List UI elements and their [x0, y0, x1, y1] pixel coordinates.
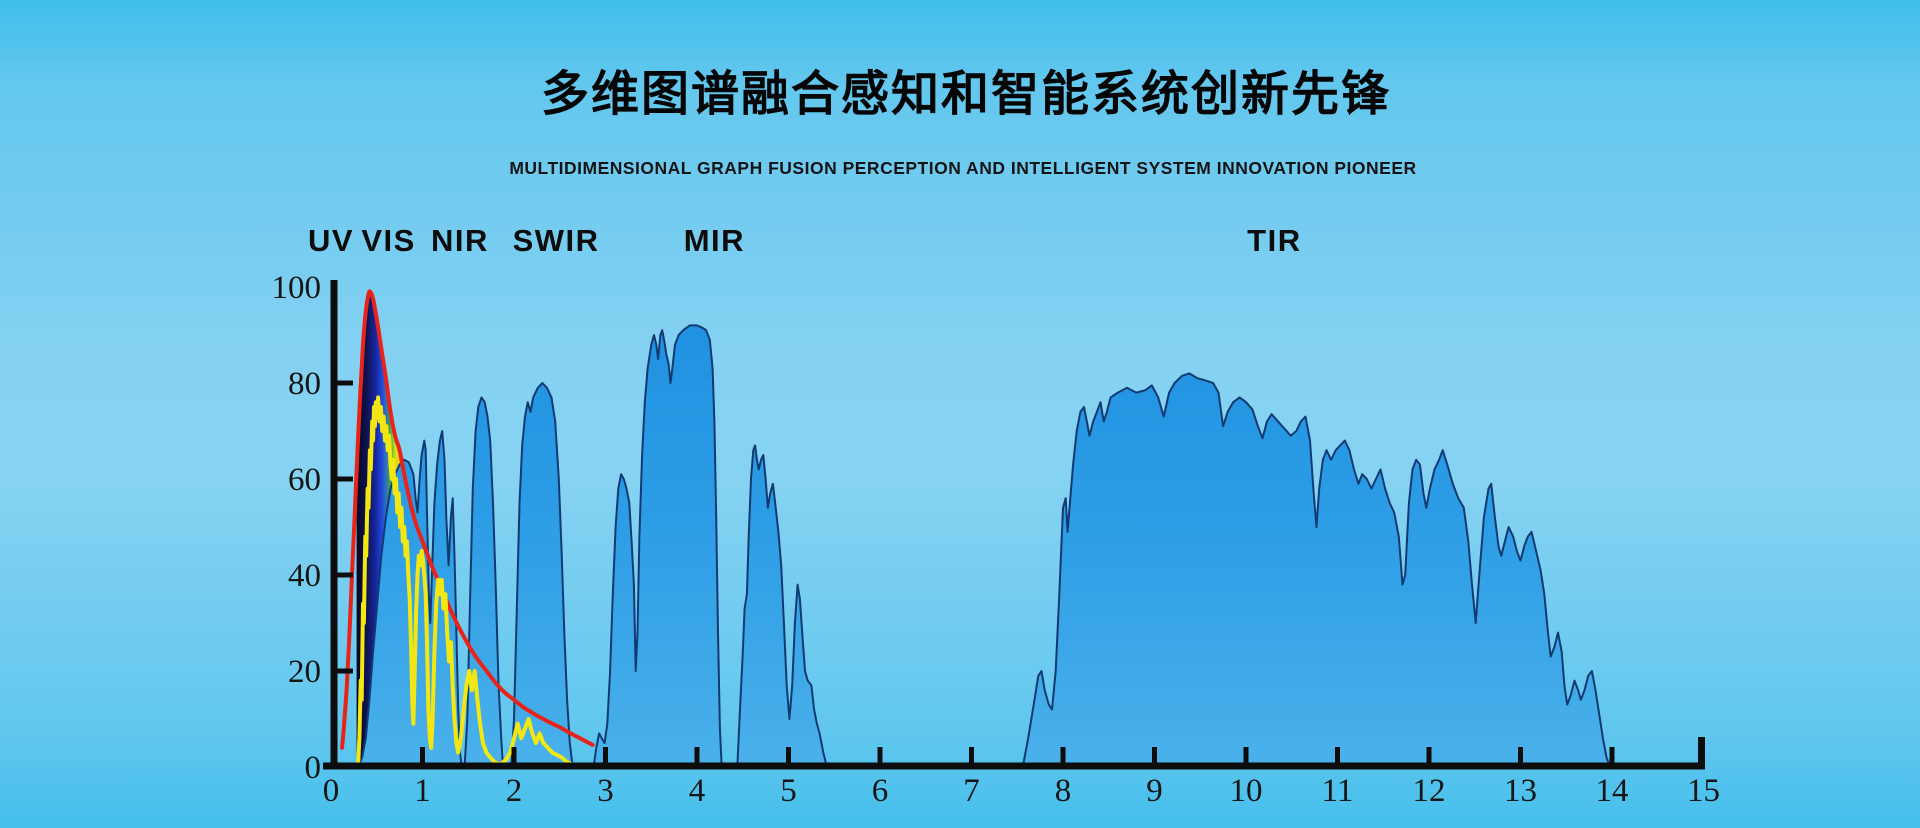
- y-tick-label: 0: [305, 750, 322, 786]
- x-tick-label: 9: [1146, 773, 1163, 809]
- y-tick-label: 40: [288, 558, 321, 594]
- x-tick-label: 2: [506, 773, 523, 809]
- x-tick-label: 0: [323, 773, 340, 809]
- spectral-band-labels: UV VIS NIR SWIR MIR TIR: [308, 223, 1301, 258]
- y-tick-label: 20: [288, 654, 321, 690]
- blackbody-curve: [340, 289, 595, 750]
- band-label-uv: UV: [308, 223, 354, 258]
- transmission-window-area: [463, 396, 504, 768]
- transmission-window-area: [736, 444, 828, 768]
- transmission-window-area: [1021, 372, 1612, 768]
- x-tick-label: 15: [1687, 773, 1720, 809]
- page-subtitle: MULTIDIMENSIONAL GRAPH FUSION PERCEPTION…: [509, 158, 1416, 178]
- y-tick-label: 60: [288, 462, 321, 498]
- x-tick-label: 13: [1504, 773, 1537, 809]
- x-tick-label: 5: [780, 773, 797, 809]
- band-label-tir: TIR: [1247, 223, 1301, 258]
- x-tick-label: 12: [1413, 773, 1446, 809]
- x-tick-label: 10: [1230, 773, 1263, 809]
- x-tick-label: 14: [1596, 773, 1629, 809]
- band-label-vis: VIS: [361, 223, 415, 258]
- transmission-window-area: [592, 324, 723, 768]
- transmission-window-area: [510, 382, 574, 768]
- band-label-swir: SWIR: [513, 223, 600, 258]
- chart-body: [340, 289, 1612, 769]
- y-tick-label: 100: [272, 270, 322, 306]
- x-tick-label: 11: [1322, 773, 1354, 809]
- x-tick-label: 1: [414, 773, 431, 809]
- page-title: 多维图谱融合感知和智能系统创新先锋: [541, 66, 1391, 122]
- x-tick-label: 3: [597, 773, 614, 809]
- x-tick-label: 8: [1055, 773, 1072, 809]
- x-tick-label: 4: [689, 773, 706, 809]
- band-label-nir: NIR: [431, 223, 489, 258]
- y-tick-label: 80: [288, 366, 321, 402]
- x-tick-label: 7: [963, 773, 980, 809]
- x-tick-label: 6: [872, 773, 889, 809]
- band-label-mir: MIR: [684, 223, 745, 258]
